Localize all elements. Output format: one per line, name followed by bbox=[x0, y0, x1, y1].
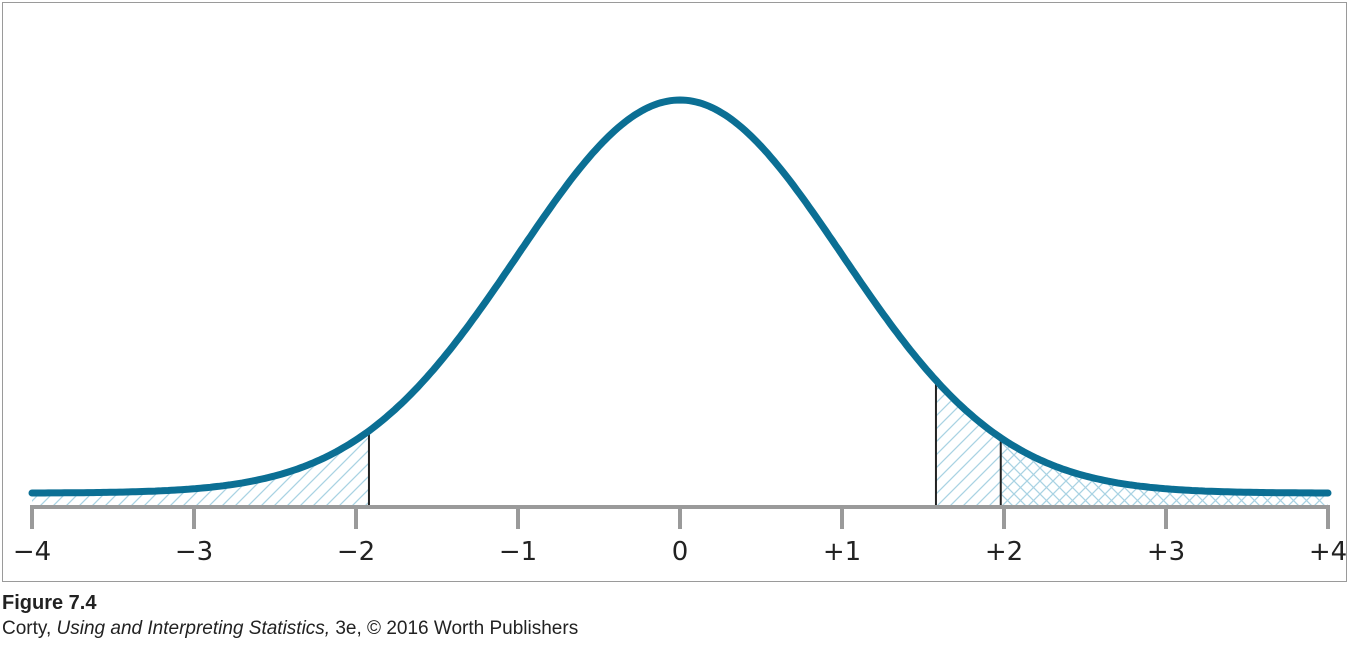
shaded-region-2 bbox=[1000, 437, 1328, 507]
x-tick-label: −1 bbox=[499, 537, 537, 567]
shaded-region-0 bbox=[32, 430, 369, 507]
figure-credit: Corty, Using and Interpreting Statistics… bbox=[2, 616, 578, 642]
normal-curve-line bbox=[28, 96, 1332, 497]
cutoff-lines bbox=[367, 380, 1002, 507]
figure-frame bbox=[2, 2, 1347, 582]
credit-edition: 3e, © 2016 Worth Publishers bbox=[335, 618, 579, 639]
figure-caption: Figure 7.4 Corty, Using and Interpreting… bbox=[2, 590, 578, 642]
normal-curve-chart: −4 −3 −2 −1 0 +1 +2 +3 +4 bbox=[13, 96, 1347, 567]
figure-label: Figure 7.4 bbox=[2, 592, 97, 614]
shaded-regions bbox=[32, 380, 1328, 507]
x-tick-label: +1 bbox=[823, 537, 861, 567]
x-tick-label: −3 bbox=[175, 537, 213, 567]
x-tick-label: +4 bbox=[1309, 537, 1347, 567]
x-tick-label: +2 bbox=[985, 537, 1023, 567]
credit-author: Corty, bbox=[2, 618, 52, 639]
x-tick-label: −2 bbox=[337, 537, 375, 567]
x-tick-label: +3 bbox=[1147, 537, 1185, 567]
credit-book-title: Using and Interpreting Statistics, bbox=[56, 618, 331, 639]
x-tick-label: 0 bbox=[672, 537, 689, 567]
x-axis-ticks: −4 −3 −2 −1 0 +1 +2 +3 +4 bbox=[13, 507, 1347, 567]
x-tick-label: −4 bbox=[13, 537, 51, 567]
